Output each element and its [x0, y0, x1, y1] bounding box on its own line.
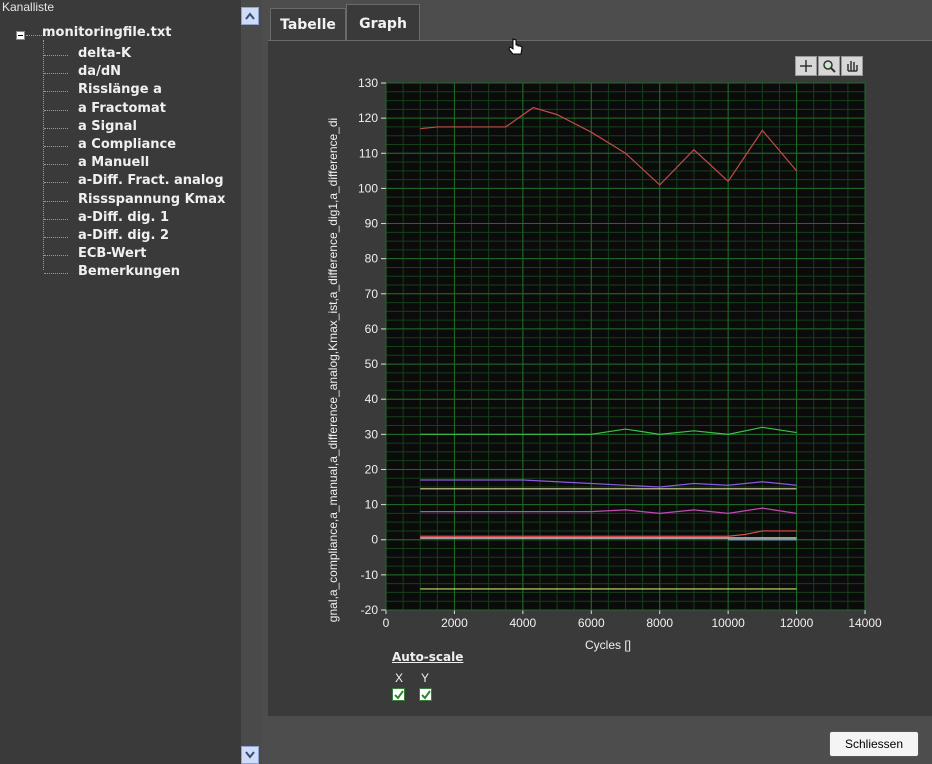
x-tick-label: 0 — [383, 616, 390, 630]
tree-item[interactable]: a Fractomat — [78, 100, 166, 116]
tree-scrollbar[interactable] — [241, 0, 260, 764]
x-axis-label: Cycles [] — [584, 638, 631, 652]
tree-item[interactable]: Rissspannung Kmax — [78, 191, 226, 207]
crosshair-cursor-icon — [800, 60, 812, 72]
zoom-icon — [823, 60, 836, 73]
tree-connector — [26, 35, 52, 36]
zoom-button[interactable] — [818, 56, 840, 76]
channel-list-title: Kanalliste — [2, 0, 55, 14]
y-tick-label: -10 — [361, 568, 379, 582]
y-tick-label: 0 — [371, 533, 378, 547]
y-axis-label: gnal,a_compliance,a_manual,a_difference_… — [326, 117, 340, 623]
x-tick-label: 6000 — [578, 616, 605, 630]
chevron-down-icon — [245, 751, 255, 759]
x-tick-label: 8000 — [646, 616, 673, 630]
tree-connector — [44, 200, 68, 202]
series-line-1 — [420, 106, 798, 186]
tree-connector — [44, 91, 68, 93]
checkmark-icon — [421, 690, 431, 700]
y-tick-label: 60 — [365, 322, 379, 336]
series-line-6 — [420, 530, 797, 537]
hand-cursor-icon — [508, 38, 523, 55]
y-tick-label: -20 — [361, 603, 379, 617]
y-tick-label: 130 — [358, 76, 378, 90]
tree-connector — [44, 273, 68, 275]
tree-item[interactable]: a-Diff. Fract. analog — [78, 173, 224, 189]
tree-item[interactable]: Bemerkungen — [78, 264, 181, 280]
x-tick-label: 12000 — [780, 616, 814, 630]
y-tick-label: 110 — [359, 146, 378, 160]
tree-connector — [44, 182, 68, 184]
y-tick-label: 100 — [358, 181, 378, 195]
y-tick-label: 10 — [365, 498, 379, 512]
tree-item[interactable]: a Signal — [78, 118, 137, 134]
close-button[interactable]: Schliessen — [829, 731, 919, 757]
tree-item[interactable]: a-Diff. dig. 2 — [78, 228, 169, 243]
graph-content: 0 2000 4000 6000 8000 10000 12000 14000 -20 -10 0 1… — [268, 40, 932, 717]
tree-connector — [44, 237, 68, 238]
auto-scale-x-checkbox[interactable] — [392, 688, 405, 701]
y-tick-label: 80 — [365, 252, 379, 266]
tree-connector — [44, 255, 68, 257]
scroll-down-button[interactable] — [241, 746, 259, 764]
y-tick-label: 20 — [365, 462, 379, 476]
bottom-bar — [262, 716, 932, 764]
tree-connector — [44, 73, 68, 75]
auto-scale-y-checkbox[interactable] — [419, 688, 432, 701]
tree-connector — [44, 109, 68, 111]
x-tick-label: 14000 — [848, 616, 882, 630]
auto-scale-x-label: X — [395, 671, 404, 685]
tree-connector — [44, 218, 68, 220]
scroll-up-button[interactable] — [241, 7, 259, 25]
graph-toolbar — [795, 56, 875, 76]
tree-connector — [44, 164, 68, 166]
tree-connector-vertical — [43, 40, 44, 270]
x-tick-label: 10000 — [711, 616, 745, 630]
pan-hand-icon — [847, 61, 858, 72]
tree-item[interactable]: delta-K — [78, 46, 132, 61]
tree-connector — [44, 55, 68, 56]
series-line-2 — [420, 426, 797, 435]
pan-button[interactable] — [841, 56, 863, 76]
y-tick-label: 40 — [365, 392, 379, 406]
chevron-up-icon — [245, 12, 255, 20]
tab-strip: Tabelle Graph — [262, 0, 932, 42]
main-panel: Tabelle Graph 0 2000 4000 6000 8000 10000 1200… — [262, 0, 932, 764]
tree-item[interactable]: a-Diff. dig. 1 — [78, 209, 169, 225]
y-tick-label: 50 — [365, 357, 379, 371]
series-line-5 — [420, 507, 797, 514]
tree-item[interactable]: a Compliance — [78, 137, 177, 152]
crosshair-cursor-button[interactable] — [795, 56, 817, 76]
tree-item[interactable]: da/dN — [78, 64, 122, 80]
tab-tabelle[interactable]: Tabelle — [270, 8, 346, 40]
x-tick-label: 4000 — [510, 616, 537, 630]
tree-item[interactable]: a Manuell — [78, 155, 150, 171]
tab-graph[interactable]: Graph — [346, 4, 420, 42]
tree-connector — [44, 127, 68, 129]
graph-chart[interactable]: 0 2000 4000 6000 8000 10000 12000 14000 -20 -10 0 1… — [268, 41, 932, 661]
channel-list-panel: Kanalliste monitoringfile.txt delta-K da/… — [0, 0, 242, 764]
checkmark-icon — [394, 690, 404, 700]
x-tick-label: 2000 — [441, 616, 468, 630]
series-line-3 — [420, 479, 797, 488]
y-tick-label: 120 — [358, 111, 378, 125]
tree-connector — [44, 146, 68, 147]
collapse-icon[interactable] — [16, 31, 25, 40]
auto-scale-label: Auto-scale — [392, 650, 464, 664]
y-tick-label: 90 — [365, 217, 379, 231]
y-tick-label: 30 — [365, 427, 379, 441]
tree-root-label: monitoringfile.txt — [42, 25, 172, 40]
tree-item[interactable]: Risslänge a — [78, 82, 162, 98]
auto-scale-y-label: Y — [421, 671, 430, 685]
tree-item[interactable]: ECB-Wert — [78, 246, 147, 262]
y-tick-label: 70 — [365, 287, 379, 301]
